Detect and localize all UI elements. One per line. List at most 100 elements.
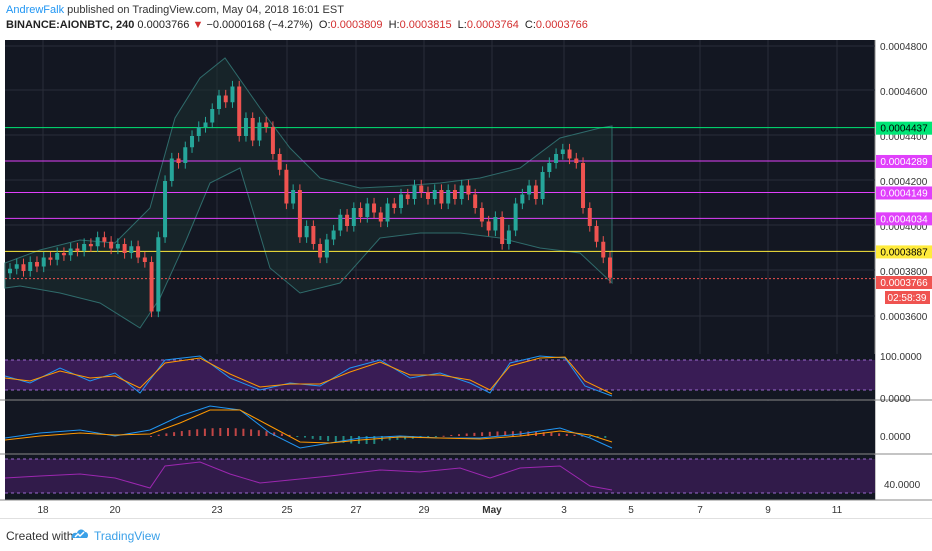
time-label: 27 xyxy=(350,505,362,516)
tradingview-logo-icon xyxy=(71,529,89,538)
time-label: 25 xyxy=(281,505,293,516)
price-axis[interactable] xyxy=(875,40,932,500)
candle-body xyxy=(34,262,39,267)
candle-body xyxy=(203,122,208,127)
open-label: O: xyxy=(318,19,331,31)
macd-bar xyxy=(327,436,330,442)
candle-body xyxy=(176,158,181,163)
candle-body xyxy=(149,262,154,312)
candle-body xyxy=(324,239,329,258)
price-tick: 0.0004200 xyxy=(880,177,928,188)
macd-pane[interactable] xyxy=(5,401,875,454)
candle-body xyxy=(513,203,518,231)
macd-bar xyxy=(342,436,345,443)
time-axis[interactable] xyxy=(0,500,932,518)
candle-body xyxy=(520,194,525,204)
chart-svg[interactable]: 0.00048000.00046000.00044000.00042000.00… xyxy=(0,38,932,518)
macd-bar xyxy=(304,436,306,438)
candle-body xyxy=(270,127,275,154)
high-label: H: xyxy=(388,19,400,31)
macd-bar xyxy=(465,433,468,436)
candle-body xyxy=(594,226,599,242)
candle-body xyxy=(533,185,538,199)
macd-bar xyxy=(242,428,245,436)
candle-body xyxy=(365,203,370,217)
candle-body xyxy=(331,230,336,240)
candle-body xyxy=(55,253,60,260)
macd-bar xyxy=(234,428,237,436)
candle-body xyxy=(385,203,390,222)
price-tick: 0.0003800 xyxy=(880,267,928,278)
macd-bar xyxy=(404,436,407,440)
macd-bar xyxy=(496,431,499,436)
candle-body xyxy=(439,190,444,204)
time-label: 20 xyxy=(109,505,121,516)
macd-bar xyxy=(173,432,176,436)
candle-body xyxy=(540,172,545,199)
candle-body xyxy=(547,163,552,172)
candle-body xyxy=(405,194,410,199)
macd-bar xyxy=(296,436,299,437)
macd-tick-0: 0.0000 xyxy=(880,432,911,443)
ohlc-legend: BINANCE:AIONBTC, 240 0.0003766 ▼ −0.0000… xyxy=(6,19,588,31)
macd-bar xyxy=(588,436,591,437)
candle-body xyxy=(446,190,451,204)
macd-signal-line xyxy=(4,409,613,444)
author-link[interactable]: AndrewFalk xyxy=(6,4,65,16)
stoch-d-line xyxy=(4,356,613,395)
macd-bar xyxy=(257,430,260,436)
macd-bar xyxy=(434,436,437,437)
macd-bar xyxy=(165,433,168,436)
low-label: L: xyxy=(457,19,467,31)
price-axis-ticks: 0.00048000.00046000.00044000.00042000.00… xyxy=(880,42,928,323)
candle-body xyxy=(277,154,282,170)
macd-bar xyxy=(573,434,576,436)
candle-body xyxy=(527,185,532,195)
candle-body xyxy=(41,257,46,267)
macd-bar xyxy=(188,430,191,436)
rsi-line xyxy=(4,461,613,491)
macd-bar xyxy=(334,436,337,443)
candle-body xyxy=(61,253,66,256)
macd-bar xyxy=(273,432,276,436)
macd-bar xyxy=(558,433,561,436)
time-label: 9 xyxy=(765,505,771,516)
macd-bar xyxy=(180,431,183,436)
candle-body xyxy=(196,127,201,136)
level-label: 0.0004437 xyxy=(880,124,928,135)
level-price-labels: 0.00044370.00042890.00041490.00040340.00… xyxy=(876,121,932,259)
close-value: 0.0003766 xyxy=(535,19,588,31)
candle-body xyxy=(88,244,93,247)
macd-bar xyxy=(550,432,553,436)
candle-body xyxy=(75,248,80,251)
candle-body xyxy=(223,95,228,103)
candle-body xyxy=(216,95,221,109)
candle-body xyxy=(574,158,579,163)
candle-body xyxy=(129,246,134,253)
stoch-tick-100: 100.0000 xyxy=(880,352,922,363)
macd-bar xyxy=(396,436,399,440)
candle-body xyxy=(190,136,195,148)
macd-bar xyxy=(450,434,453,436)
level-badge xyxy=(876,245,932,259)
candle-body xyxy=(493,217,498,231)
candle-body xyxy=(68,248,73,256)
price-tick: 0.0004400 xyxy=(880,132,928,143)
symbol-label[interactable]: BINANCE:AIONBTC, 240 xyxy=(6,19,135,31)
candle-body xyxy=(183,147,188,163)
macd-bar xyxy=(473,432,476,436)
macd-bar xyxy=(373,436,376,444)
level-label: 0.0004034 xyxy=(880,214,928,225)
chart-area[interactable]: 0.0004800 0.0004600 0.0004400 0.0004200 0.00… xyxy=(0,38,932,518)
time-label: 23 xyxy=(211,505,223,516)
candle-body xyxy=(304,226,309,238)
tradingview-brand[interactable]: TradingView xyxy=(94,529,161,543)
macd-bar xyxy=(504,431,507,436)
level-badge xyxy=(876,212,932,226)
candle-body xyxy=(554,154,559,163)
macd-bar xyxy=(203,428,206,436)
time-label: 29 xyxy=(418,505,430,516)
macd-bar xyxy=(196,429,199,436)
time-axis-labels: 18 20 23 25 27 29 May 3 5 7 9 11 xyxy=(37,505,842,516)
time-label: 7 xyxy=(697,505,703,516)
